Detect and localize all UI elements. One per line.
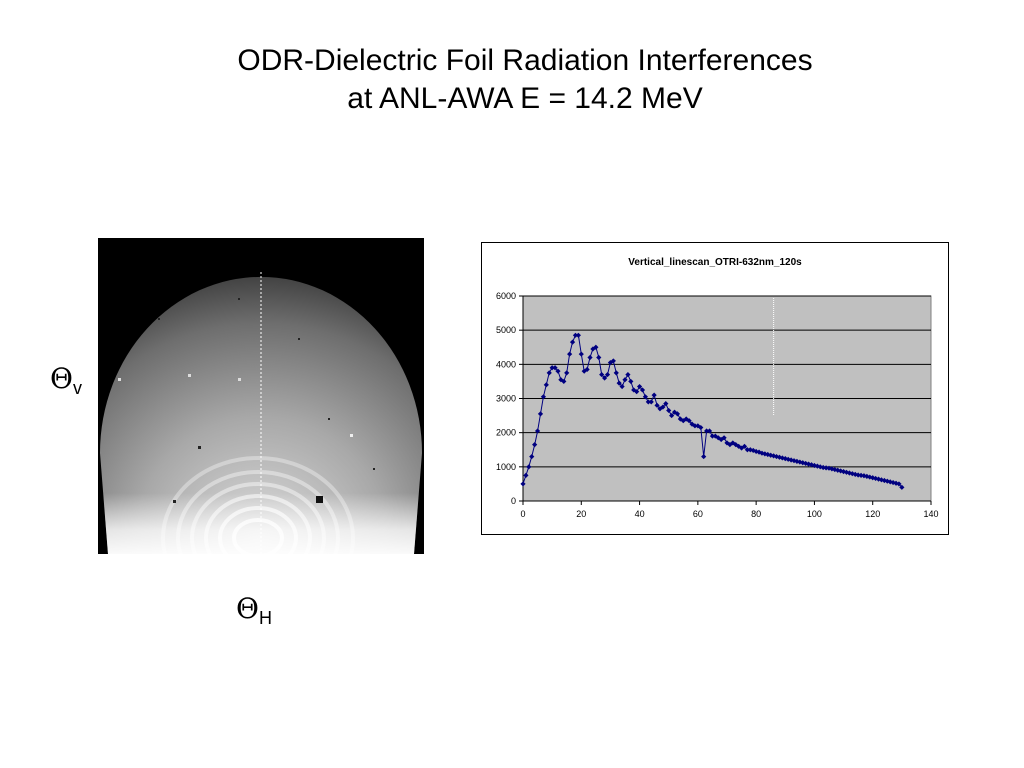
- data-point-1: [523, 472, 529, 478]
- data-point-95: [797, 459, 803, 465]
- data-point-9: [546, 370, 552, 376]
- data-point-100: [811, 462, 818, 469]
- data-point-88: [776, 454, 783, 460]
- data-point-120: [870, 475, 876, 481]
- data-point-10: [549, 365, 555, 371]
- data-point-112: [846, 470, 852, 476]
- data-point-108: [835, 467, 841, 473]
- data-point-4: [532, 442, 538, 448]
- data-point-11: [552, 365, 558, 371]
- slide-title-line-1: ODR-Dielectric Foil Radiation Interferen…: [237, 44, 813, 77]
- data-point-17: [569, 339, 576, 345]
- y-tick-label-2000: 2000: [496, 428, 516, 438]
- data-point-15: [564, 370, 570, 376]
- theta-h-label: ΘH: [236, 592, 272, 629]
- data-point-78: [747, 447, 753, 453]
- data-point-91: [785, 456, 791, 462]
- data-point-97: [803, 460, 809, 467]
- data-point-77: [744, 447, 750, 453]
- data-point-130: [899, 484, 905, 490]
- data-point-89: [779, 455, 785, 461]
- data-point-33: [616, 380, 622, 386]
- data-point-85: [768, 452, 774, 458]
- data-point-98: [806, 461, 812, 467]
- data-point-118: [864, 473, 870, 479]
- data-point-80: [753, 448, 759, 455]
- data-point-28: [602, 375, 608, 381]
- x-tick-label-120: 120: [865, 509, 880, 519]
- x-tick-label-100: 100: [807, 509, 822, 519]
- theta-v-symbol: Θ: [50, 362, 73, 395]
- data-point-6: [537, 411, 544, 417]
- linescan-chart: Vertical_linescan_OTRI-632nm_120s 0 1000 2…: [481, 242, 949, 535]
- data-point-102: [817, 464, 823, 470]
- x-tick-label-80: 80: [751, 509, 761, 519]
- data-point-121: [873, 475, 879, 482]
- y-tick-label-6000: 6000: [496, 291, 516, 301]
- data-point-73: [733, 442, 739, 448]
- y-tick-label-0: 0: [511, 496, 516, 506]
- x-tick-label-60: 60: [693, 509, 703, 519]
- chart-title: Vertical_linescan_OTRI-632nm_120s: [628, 257, 802, 268]
- y-tick-label-3000: 3000: [496, 394, 516, 404]
- data-point-103: [820, 464, 826, 471]
- data-point-96: [800, 460, 806, 466]
- data-point-86: [771, 453, 777, 459]
- data-point-23: [587, 354, 593, 361]
- slide-title: ODR-Dielectric Foil Radiation Interferen…: [0, 42, 1024, 118]
- theta-h-symbol: Θ: [236, 592, 259, 625]
- y-tick-label-1000: 1000: [496, 462, 516, 472]
- theta-h-subscript: H: [258, 608, 272, 628]
- data-point-26: [596, 354, 602, 361]
- data-point-53: [674, 411, 681, 417]
- x-tick-label-20: 20: [576, 509, 586, 519]
- data-point-115: [855, 472, 861, 478]
- theta-v-subscript: v: [72, 378, 82, 398]
- data-point-3: [529, 453, 535, 460]
- data-point-127: [890, 479, 896, 486]
- slide-title-line-2: at ANL-AWA E = 14.2 MeV: [347, 82, 703, 115]
- linescan-chart-svg: Vertical_linescan_OTRI-632nm_120s 010002…: [496, 257, 939, 519]
- x-tick-label-140: 140: [923, 509, 938, 519]
- data-point-0: [520, 481, 526, 487]
- ccd-radiation-image: [98, 238, 424, 554]
- data-point-32: [613, 370, 619, 376]
- data-point-25: [593, 344, 599, 350]
- theta-v-label: Θv: [50, 362, 82, 399]
- data-point-92: [788, 457, 794, 463]
- data-point-101: [814, 463, 820, 469]
- data-point-106: [829, 466, 835, 472]
- data-point-124: [881, 477, 887, 484]
- data-point-90: [782, 456, 788, 462]
- data-point-83: [762, 451, 768, 457]
- y-tick-label-5000: 5000: [496, 325, 516, 335]
- data-point-113: [849, 471, 855, 477]
- x-tick-label-0: 0: [520, 509, 525, 519]
- y-tick-label-4000: 4000: [496, 359, 516, 369]
- data-point-49: [663, 401, 669, 407]
- x-tick-label-40: 40: [635, 509, 645, 519]
- data-point-84: [765, 451, 771, 458]
- data-point-114: [852, 471, 858, 477]
